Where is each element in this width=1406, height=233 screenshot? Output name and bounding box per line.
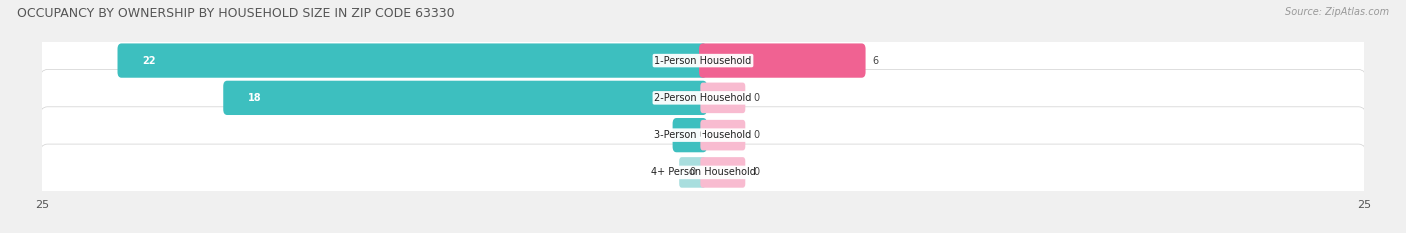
FancyBboxPatch shape	[39, 107, 1367, 164]
Text: 18: 18	[249, 93, 262, 103]
Text: 22: 22	[142, 56, 156, 65]
Text: 2-Person Household: 2-Person Household	[654, 93, 752, 103]
Text: 1-Person Household: 1-Person Household	[654, 56, 752, 65]
FancyBboxPatch shape	[672, 118, 707, 152]
FancyBboxPatch shape	[699, 43, 866, 78]
Text: Source: ZipAtlas.com: Source: ZipAtlas.com	[1285, 7, 1389, 17]
Text: 0: 0	[754, 168, 759, 177]
Text: 0: 0	[754, 93, 759, 103]
Text: 3-Person Household: 3-Person Household	[654, 130, 752, 140]
Text: 6: 6	[872, 56, 879, 65]
FancyBboxPatch shape	[700, 120, 745, 151]
FancyBboxPatch shape	[700, 82, 745, 113]
FancyBboxPatch shape	[224, 81, 707, 115]
Text: 0: 0	[754, 130, 759, 140]
FancyBboxPatch shape	[39, 32, 1367, 89]
FancyBboxPatch shape	[118, 43, 707, 78]
Text: OCCUPANCY BY OWNERSHIP BY HOUSEHOLD SIZE IN ZIP CODE 63330: OCCUPANCY BY OWNERSHIP BY HOUSEHOLD SIZE…	[17, 7, 454, 20]
Text: 4+ Person Household: 4+ Person Household	[651, 168, 755, 177]
FancyBboxPatch shape	[39, 144, 1367, 201]
FancyBboxPatch shape	[700, 157, 745, 188]
FancyBboxPatch shape	[39, 69, 1367, 126]
FancyBboxPatch shape	[679, 157, 706, 188]
Text: 1: 1	[697, 130, 704, 140]
Text: 0: 0	[689, 168, 695, 177]
